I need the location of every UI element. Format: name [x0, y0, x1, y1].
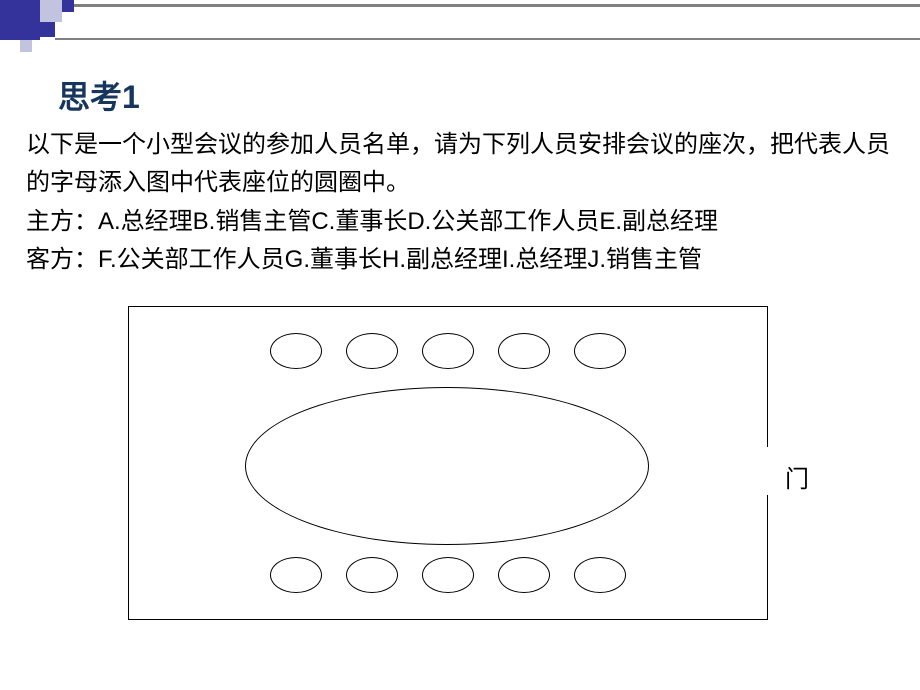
- deco-line-1: [74, 4, 920, 7]
- seat-top-2: [346, 333, 398, 369]
- deco-square-dark-1: [0, 0, 40, 40]
- seat-bottom-1: [270, 557, 322, 593]
- deco-square-dark-3: [40, 22, 55, 37]
- seat-top-4: [498, 333, 550, 369]
- deco-square-light-1: [40, 0, 62, 22]
- deco-square-light-2: [20, 40, 32, 52]
- seat-top-3: [422, 333, 474, 369]
- paragraph-guest: 客方：F.公关部工作人员G.董事长H.副总经理I.总经理J.销售主管: [26, 241, 896, 279]
- deco-line-2: [55, 38, 920, 40]
- door-label: 门: [785, 459, 809, 494]
- paragraph-host: 主方：A.总经理B.销售主管C.董事长D.公关部工作人员E.副总经理: [26, 203, 896, 241]
- slide-title: 思考1: [58, 72, 140, 118]
- seat-bottom-3: [422, 557, 474, 593]
- slide-body: 以下是一个小型会议的参加人员名单，请为下列人员安排会议的座次，把代表人员的字母添…: [26, 126, 896, 280]
- door-opening: [765, 447, 769, 495]
- deco-square-dark-2: [62, 0, 74, 12]
- paragraph-intro: 以下是一个小型会议的参加人员名单，请为下列人员安排会议的座次，把代表人员的字母添…: [26, 126, 896, 203]
- seat-bottom-4: [498, 557, 550, 593]
- seat-top-1: [270, 333, 322, 369]
- slide-top-decoration: [0, 0, 920, 52]
- seat-bottom-2: [346, 557, 398, 593]
- seats-row-bottom: [129, 557, 767, 593]
- seat-bottom-5: [574, 557, 626, 593]
- conference-table: [245, 387, 649, 545]
- seat-top-5: [574, 333, 626, 369]
- seating-diagram: 门: [128, 306, 768, 620]
- seats-row-top: [129, 333, 767, 369]
